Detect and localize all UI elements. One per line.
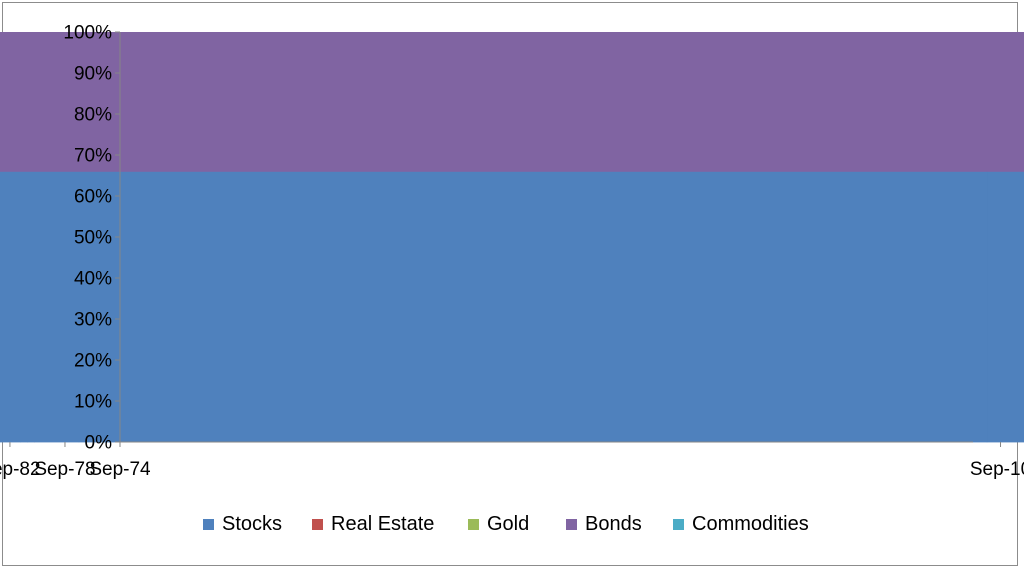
y-tick-label: 70% bbox=[74, 146, 112, 167]
legend: Stocks Real Estate Gold Bonds Commodities bbox=[203, 513, 809, 535]
y-tick-label: 100% bbox=[63, 23, 112, 44]
x-tick-label: Sep-78 bbox=[34, 459, 95, 480]
allocation-bars bbox=[0, 32, 1024, 443]
y-axis-ticks: 0% 10% 20% 30% 40% 50% 60% 70% 80% 90% 100% bbox=[63, 23, 120, 454]
legend-label-gold: Gold bbox=[487, 513, 529, 535]
y-tick-label: 0% bbox=[85, 433, 113, 454]
bar-segment-stocks-23 bbox=[986, 171, 988, 443]
y-tick-label: 80% bbox=[74, 105, 112, 126]
bar-segment-stocks-16 bbox=[0, 171, 1024, 443]
x-tick-label: Sep-82 bbox=[0, 459, 41, 480]
legend-swatch-real-estate bbox=[312, 519, 323, 530]
y-tick-label: 90% bbox=[74, 64, 112, 85]
legend-label-stocks: Stocks bbox=[222, 513, 282, 535]
y-tick-label: 40% bbox=[74, 269, 112, 290]
legend-swatch-commodities bbox=[673, 519, 684, 530]
x-tick-label: Sep-74 bbox=[89, 459, 151, 480]
x-tick-label: Sep-10 bbox=[970, 459, 1024, 480]
y-tick-label: 50% bbox=[74, 228, 112, 249]
legend-swatch-stocks bbox=[203, 519, 214, 530]
legend-label-commodities: Commodities bbox=[692, 513, 809, 535]
y-tick-label: 10% bbox=[74, 392, 112, 413]
y-tick-label: 60% bbox=[74, 187, 112, 208]
y-tick-label: 30% bbox=[74, 310, 112, 331]
bar-segment-bonds-16 bbox=[0, 32, 1024, 172]
x-axis-ticks: Sep-74Sep-78Sep-82Sep-86Sep-90Sep-94Sep-… bbox=[0, 442, 1024, 480]
y-tick-label: 20% bbox=[74, 351, 112, 372]
legend-label-real-estate: Real Estate bbox=[331, 513, 434, 535]
legend-label-bonds: Bonds bbox=[585, 513, 642, 535]
bar-segment-bonds-23 bbox=[986, 32, 988, 172]
legend-swatch-bonds bbox=[566, 519, 577, 530]
legend-swatch-gold bbox=[468, 519, 479, 530]
